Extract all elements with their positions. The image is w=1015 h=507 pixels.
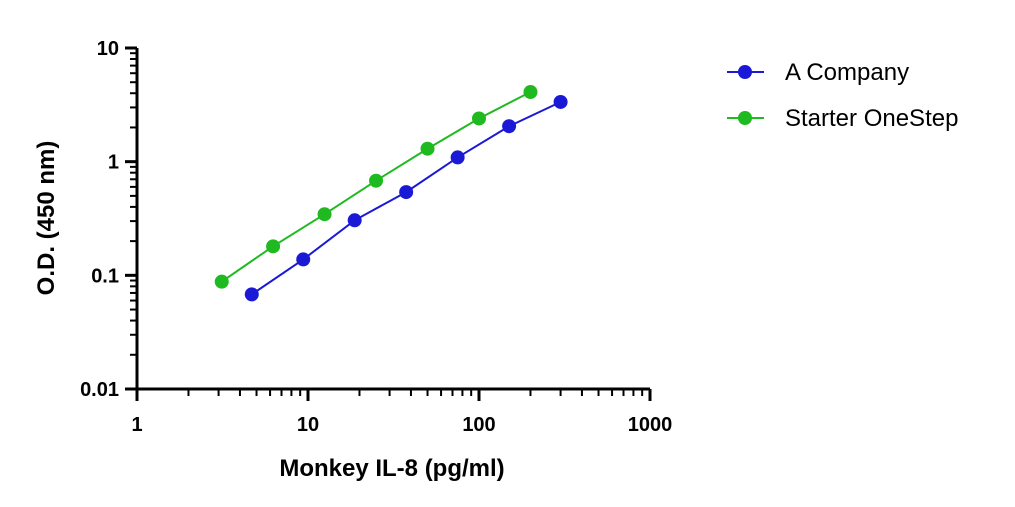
series-1 — [244, 94, 568, 302]
data-point — [317, 207, 332, 222]
data-point — [523, 85, 538, 100]
series-layer — [214, 85, 568, 302]
legend-marker — [738, 65, 752, 79]
y-tick-label: 0.1 — [91, 265, 119, 287]
data-point — [553, 94, 568, 109]
data-point — [214, 274, 229, 289]
data-point — [450, 150, 465, 165]
data-point — [502, 119, 517, 134]
y-tick-label: 10 — [97, 38, 119, 60]
legend-entry: Starter OneStep — [727, 105, 958, 132]
data-point — [369, 173, 384, 188]
y-axis-title: O.D. (450 nm) — [33, 141, 60, 296]
legend-entry: A Company — [727, 59, 909, 86]
data-point — [472, 111, 486, 126]
data-point — [244, 287, 259, 302]
legend: A Company Starter OneStep — [727, 59, 958, 132]
x-tick-label: 10 — [297, 414, 319, 436]
series-2 — [214, 85, 538, 289]
data-point — [347, 213, 362, 228]
data-point — [266, 239, 281, 254]
y-tick-label: 0.01 — [80, 379, 119, 401]
legend-marker — [738, 111, 752, 125]
x-tick-label: 100 — [462, 414, 495, 436]
axes — [125, 46, 652, 401]
legend-label: A Company — [785, 59, 909, 86]
legend-label: Starter OneStep — [785, 105, 958, 132]
x-tick-labels: 1 10 100 1000 — [131, 414, 672, 436]
data-point — [399, 185, 414, 200]
data-point — [296, 252, 311, 267]
x-axis-title: Monkey IL-8 (pg/ml) — [279, 455, 504, 482]
y-tick-labels: 0.01 0.1 1 10 — [80, 38, 119, 401]
data-point — [420, 141, 435, 156]
x-tick-label: 1000 — [628, 414, 673, 436]
x-tick-label: 1 — [131, 414, 142, 436]
y-tick-label: 1 — [108, 152, 119, 174]
